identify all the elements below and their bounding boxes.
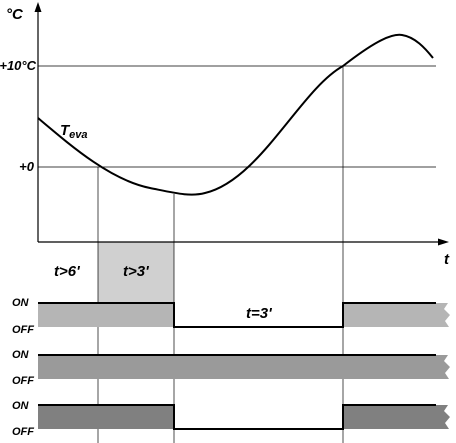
y-tick-plus10: +10°C [0, 58, 37, 73]
curve-label-subscript: eva [69, 129, 87, 141]
curve-label-main: T [60, 122, 71, 139]
row-3-on-band-right [343, 405, 450, 429]
row-3-on-label: ON [12, 400, 30, 412]
timing-row-1: ON OFF t=3' [12, 297, 450, 336]
timing-row-2: ON OFF [12, 349, 450, 387]
row-2-on-label: ON [12, 349, 30, 361]
interval-highlight [98, 242, 174, 302]
timing-row-3: ON OFF [12, 400, 450, 438]
interval-label-1: t>6' [54, 263, 80, 280]
y-tick-zero: +0 [19, 159, 35, 174]
y-axis-arrow [34, 2, 42, 12]
y-unit-label: °C [6, 6, 24, 23]
row-1-on-band-right [343, 303, 450, 327]
row-3-signal [38, 404, 436, 430]
row-2-on-band [38, 355, 450, 379]
x-axis-label: t [444, 251, 450, 268]
row-2-off-label: OFF [12, 375, 34, 387]
row-3-off-label: OFF [12, 426, 34, 438]
interval-label-2: t>3' [123, 263, 149, 280]
evaporator-temperature-curve [37, 33, 434, 196]
row-3-on-band-left [38, 405, 174, 429]
x-axis-arrow [438, 238, 449, 246]
row-1-signal [38, 302, 436, 328]
row-1-off-label: OFF [12, 324, 34, 336]
row-1-on-band-left [38, 303, 174, 327]
off-duration-label: t=3' [246, 305, 272, 322]
row-1-on-label: ON [12, 297, 30, 309]
curve-label: Teva [60, 122, 88, 141]
